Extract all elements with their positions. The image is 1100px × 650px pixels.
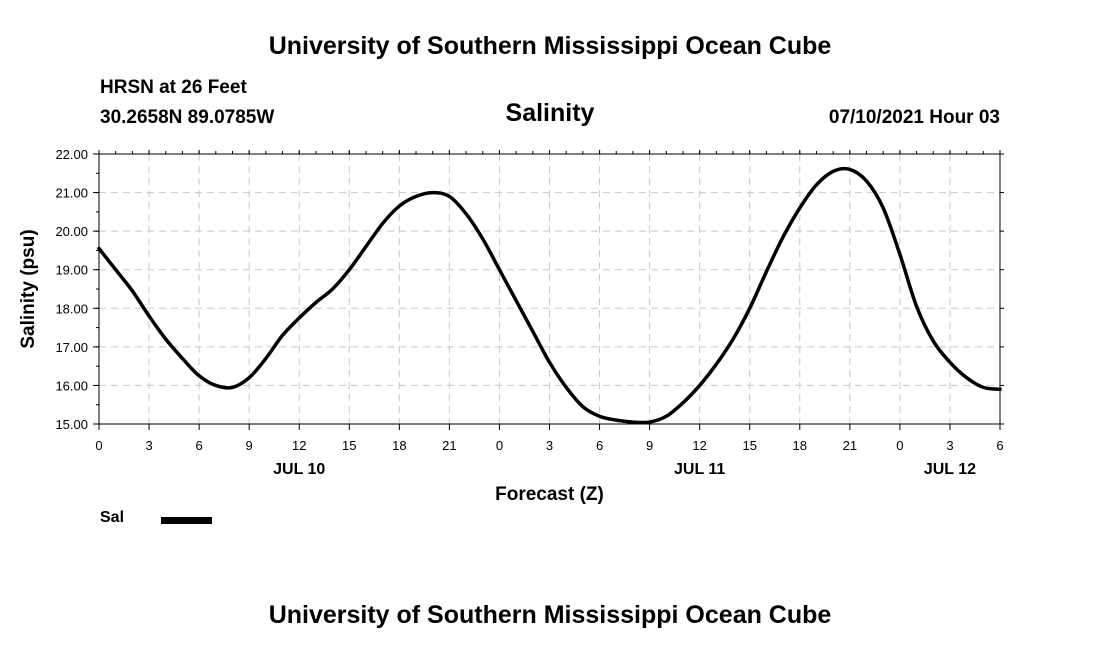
x-date-label: JUL 11 [674,461,725,478]
y-tick-label: 15.00 [55,417,88,432]
y-tick-label: 18.00 [55,301,88,316]
y-tick-label: 20.00 [55,224,88,239]
y-tick-label: 19.00 [55,263,88,278]
legend-line-swatch [161,517,212,524]
x-tick-label: 21 [843,438,857,453]
y-tick-label: 16.00 [55,378,88,393]
x-tick-label: 15 [342,438,356,453]
y-tick-label: 21.00 [55,186,88,201]
x-tick-label: 0 [896,438,903,453]
x-tick-label: 3 [145,438,152,453]
chart-bottom-title: University of Southern Mississippi Ocean… [268,601,832,629]
y-tick-label: 17.00 [55,340,88,355]
chart-subtitle: Salinity [505,99,595,127]
x-axis-label: Forecast (Z) [495,484,604,505]
x-tick-label: 12 [292,438,306,453]
coordinates-label: 30.2658N 89.0785W [100,107,275,128]
x-tick-label: 9 [646,438,653,453]
x-tick-label: 6 [596,438,603,453]
x-tick-label: 3 [946,438,953,453]
chart-top-title: University of Southern Mississippi Ocean… [268,32,832,60]
x-tick-label: 3 [546,438,553,453]
x-tick-label: 6 [996,438,1003,453]
x-tick-label: 21 [442,438,456,453]
x-tick-label: 9 [246,438,253,453]
x-tick-label: 18 [793,438,807,453]
x-tick-label: 0 [496,438,503,453]
y-axis-label: Salinity (psu) [18,229,39,348]
x-tick-label: 15 [742,438,756,453]
x-tick-label: 0 [95,438,102,453]
y-tick-label: 22.00 [55,147,88,162]
legend-label: Sal [100,509,125,526]
station-label: HRSN at 26 Feet [100,77,247,98]
x-tick-label: 18 [392,438,406,453]
x-date-label: JUL 10 [273,461,325,478]
series-line-sal [97,166,1002,425]
x-tick-label: 6 [195,438,202,453]
x-date-label: JUL 12 [924,461,976,478]
datetime-label: 07/10/2021 Hour 03 [828,107,1000,128]
x-tick-label: 12 [692,438,706,453]
